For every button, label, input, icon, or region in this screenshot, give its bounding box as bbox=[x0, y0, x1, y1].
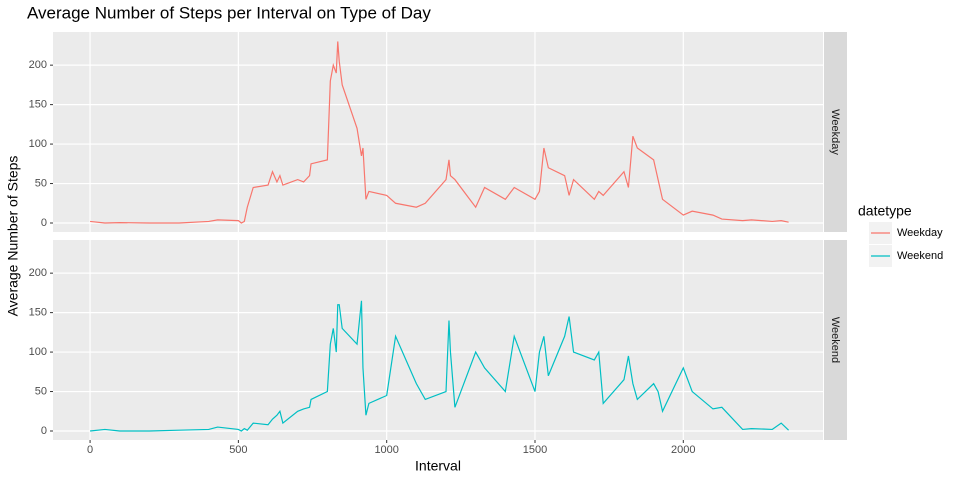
facet-strip bbox=[824, 32, 847, 232]
y-tick-label: 50 bbox=[35, 177, 47, 189]
facet-label: Weekday bbox=[829, 109, 841, 155]
x-tick-label: 1500 bbox=[523, 444, 547, 456]
facet-label: Weekend bbox=[829, 317, 841, 363]
y-axis-label: Average Number of Steps bbox=[5, 156, 21, 317]
facet-strip bbox=[824, 240, 847, 440]
y-tick-label: 200 bbox=[29, 267, 47, 279]
y-tick-label: 100 bbox=[29, 346, 47, 358]
legend-label: Weekend bbox=[897, 250, 943, 262]
x-tick-label: 500 bbox=[229, 444, 247, 456]
y-tick-label: 50 bbox=[35, 385, 47, 397]
legend-label: Weekday bbox=[897, 227, 943, 239]
y-tick-label: 150 bbox=[29, 307, 47, 319]
panel-background bbox=[53, 32, 823, 232]
x-tick-label: 2000 bbox=[671, 444, 695, 456]
data-line bbox=[90, 300, 790, 432]
y-tick-label: 150 bbox=[29, 99, 47, 111]
x-tick-label: 1000 bbox=[374, 444, 398, 456]
chart-title: Average Number of Steps per Interval on … bbox=[27, 3, 431, 22]
data-line bbox=[90, 41, 789, 224]
x-tick-label: 0 bbox=[87, 444, 93, 456]
y-tick-label: 100 bbox=[29, 138, 47, 150]
y-tick-label: 0 bbox=[41, 217, 47, 229]
y-tick-label: 0 bbox=[41, 425, 47, 437]
panel-background bbox=[53, 240, 823, 440]
y-tick-label: 200 bbox=[29, 59, 47, 71]
x-axis-label: Interval bbox=[415, 458, 461, 474]
legend-title: datetype bbox=[858, 203, 912, 219]
